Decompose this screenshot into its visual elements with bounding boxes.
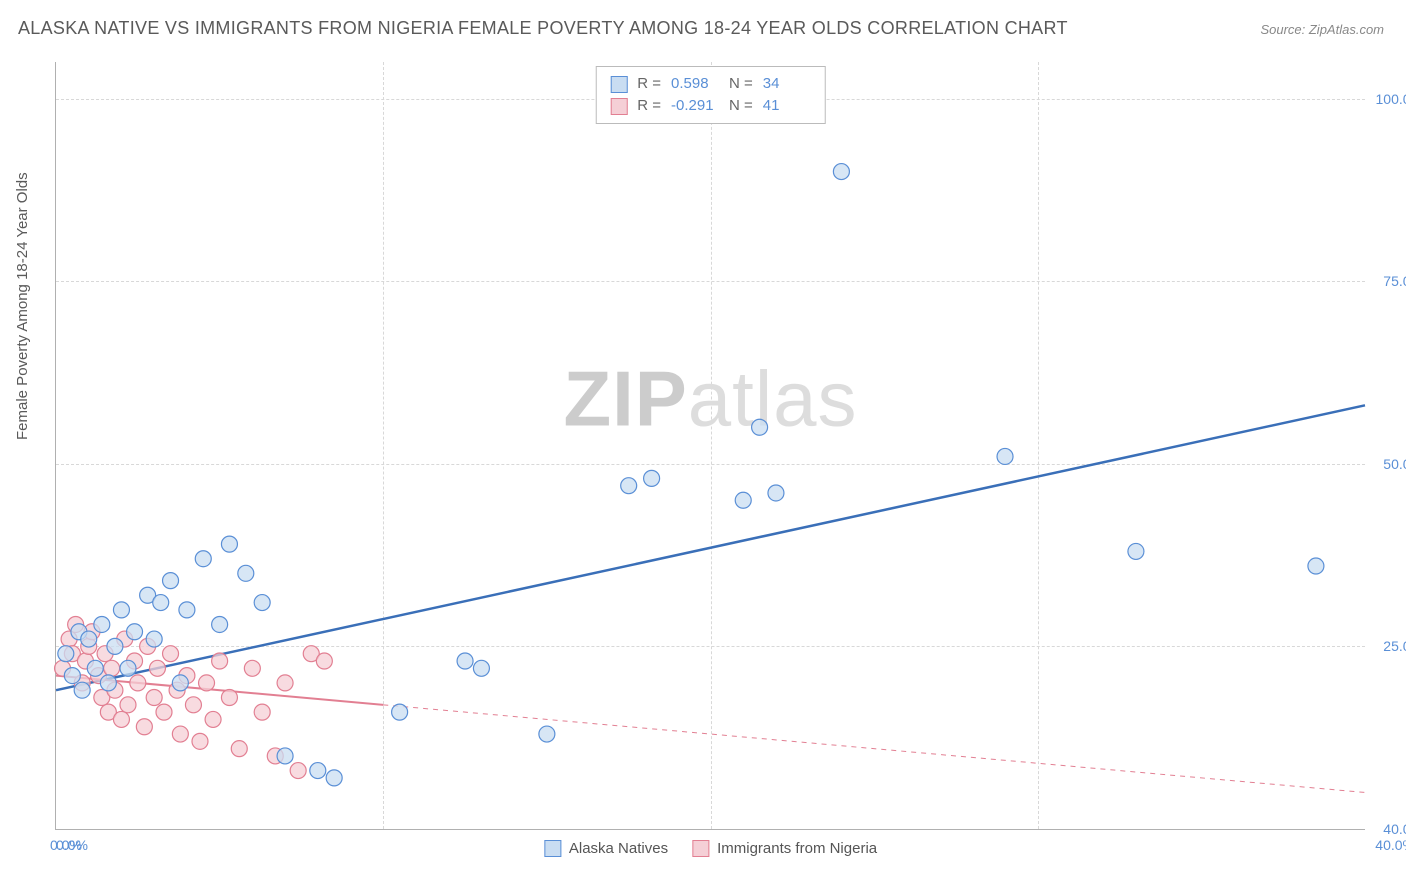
data-point: [81, 631, 97, 647]
data-point: [127, 624, 143, 640]
legend-item: Immigrants from Nigeria: [692, 840, 877, 857]
data-point: [100, 675, 116, 691]
data-point: [326, 770, 342, 786]
data-point: [644, 470, 660, 486]
data-point: [621, 478, 637, 494]
data-point: [539, 726, 555, 742]
legend-swatch: [610, 76, 627, 93]
n-label: N =: [729, 95, 753, 117]
data-point: [136, 719, 152, 735]
data-point: [199, 675, 215, 691]
n-value: 34: [763, 73, 811, 95]
data-point: [205, 711, 221, 727]
data-point: [87, 660, 103, 676]
data-point: [457, 653, 473, 669]
source-label: Source: ZipAtlas.com: [1260, 22, 1384, 37]
data-point: [997, 448, 1013, 464]
data-point: [231, 741, 247, 757]
data-point: [146, 690, 162, 706]
data-point: [212, 653, 228, 669]
y-tick-label: 25.0%: [1373, 638, 1406, 654]
data-point: [735, 492, 751, 508]
r-label: R =: [637, 95, 661, 117]
x-tick-label: 40.0%: [1373, 821, 1406, 837]
data-point: [277, 675, 293, 691]
r-label: R =: [637, 73, 661, 95]
data-point: [156, 704, 172, 720]
data-point: [104, 660, 120, 676]
data-point: [120, 660, 136, 676]
data-point: [58, 646, 74, 662]
data-point: [254, 704, 270, 720]
data-point: [185, 697, 201, 713]
legend-swatch: [692, 840, 709, 857]
legend-label: Alaska Natives: [569, 840, 668, 857]
correlation-legend: R = 0.598 N = 34 R = -0.291 N = 41: [595, 66, 826, 124]
r-value: -0.291: [671, 95, 719, 117]
data-point: [149, 660, 165, 676]
y-tick-label: 100.0%: [1373, 91, 1406, 107]
data-point: [290, 763, 306, 779]
legend-row: R = 0.598 N = 34: [610, 73, 811, 95]
data-point: [752, 419, 768, 435]
data-point: [113, 602, 129, 618]
data-point: [179, 602, 195, 618]
plot-area: ZIPatlas R = 0.598 N = 34 R = -0.291 N =…: [55, 62, 1365, 830]
data-point: [64, 668, 80, 684]
data-point: [1308, 558, 1324, 574]
data-point: [130, 675, 146, 691]
data-point: [473, 660, 489, 676]
data-point: [120, 697, 136, 713]
data-point: [212, 616, 228, 632]
data-point: [94, 616, 110, 632]
n-value: 41: [763, 95, 811, 117]
legend-item: Alaska Natives: [544, 840, 668, 857]
data-point: [113, 711, 129, 727]
legend-label: Immigrants from Nigeria: [717, 840, 877, 857]
data-point: [244, 660, 260, 676]
y-axis-label: Female Poverty Among 18-24 Year Olds: [14, 172, 31, 440]
data-point: [238, 565, 254, 581]
legend-row: R = -0.291 N = 41: [610, 95, 811, 117]
n-label: N =: [729, 73, 753, 95]
data-point: [768, 485, 784, 501]
data-point: [153, 595, 169, 611]
chart-svg: [56, 62, 1365, 829]
data-point: [172, 675, 188, 691]
series-legend: Alaska Natives Immigrants from Nigeria: [544, 840, 877, 857]
x-tick-label: 40.0%: [1375, 837, 1406, 853]
data-point: [221, 690, 237, 706]
y-tick-label: 50.0%: [1373, 456, 1406, 472]
legend-swatch: [544, 840, 561, 857]
data-point: [172, 726, 188, 742]
data-point: [107, 638, 123, 654]
data-point: [163, 573, 179, 589]
chart-title: ALASKA NATIVE VS IMMIGRANTS FROM NIGERIA…: [18, 18, 1068, 39]
r-value: 0.598: [671, 73, 719, 95]
data-point: [195, 551, 211, 567]
data-point: [392, 704, 408, 720]
data-point: [74, 682, 90, 698]
data-point: [221, 536, 237, 552]
data-point: [833, 164, 849, 180]
data-point: [1128, 543, 1144, 559]
legend-swatch: [610, 98, 627, 115]
regression-line: [56, 405, 1365, 690]
data-point: [192, 733, 208, 749]
y-tick-label: 75.0%: [1373, 273, 1406, 289]
data-point: [310, 763, 326, 779]
data-point: [163, 646, 179, 662]
data-point: [277, 748, 293, 764]
regression-line-dashed: [383, 705, 1365, 793]
x-tick-label: 0.0%: [50, 837, 82, 853]
data-point: [146, 631, 162, 647]
data-point: [254, 595, 270, 611]
data-point: [316, 653, 332, 669]
